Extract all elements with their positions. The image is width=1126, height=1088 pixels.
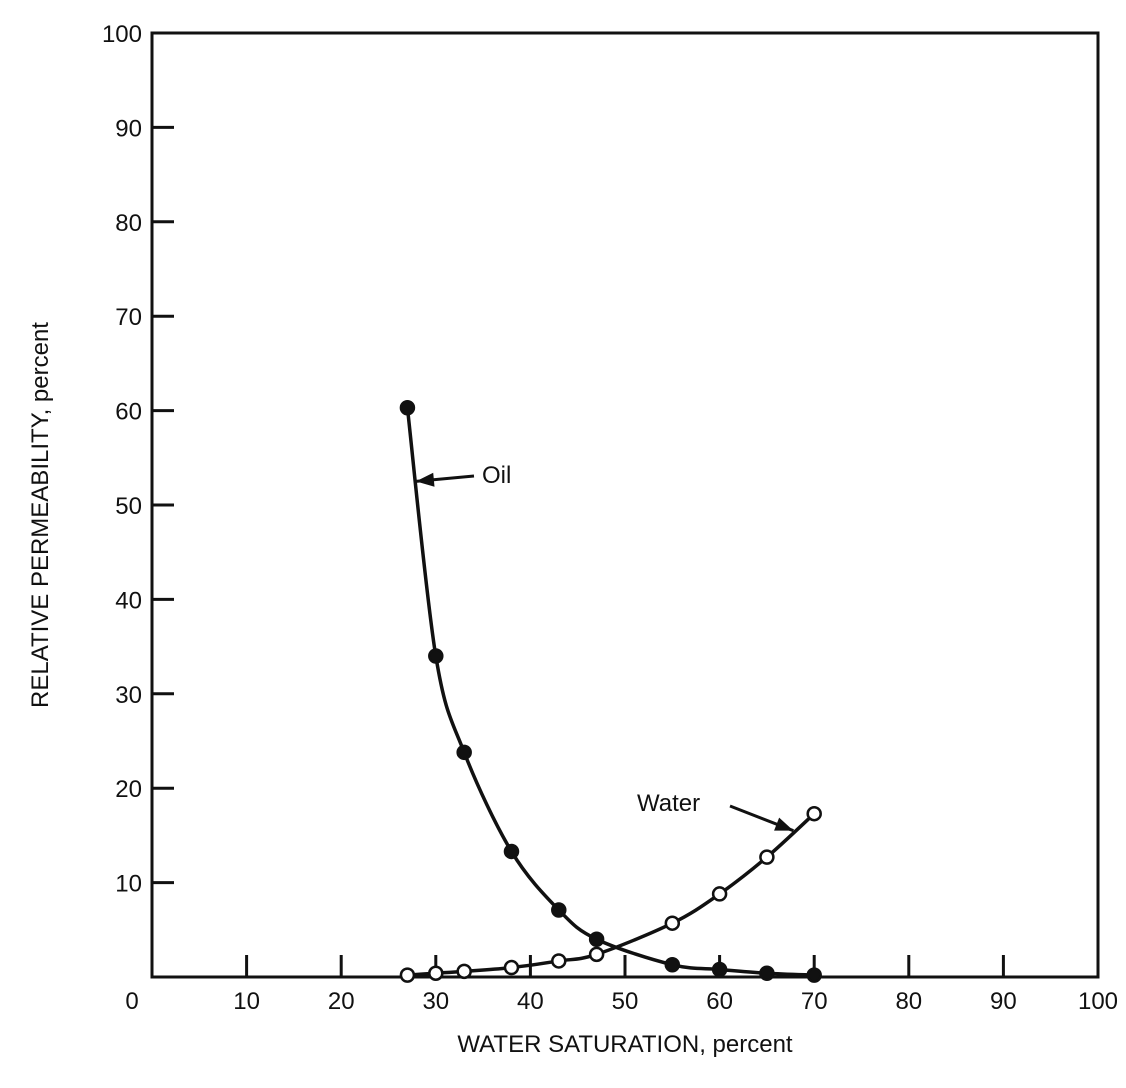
oil-point [806,967,822,983]
y-tick-label: 10 [115,871,142,898]
y-tick-label: 90 [115,115,142,142]
y-tick-label: 30 [115,682,142,709]
oil-point [399,400,416,416]
x-tick-label: 10 [233,988,260,1015]
oil-point [503,843,520,860]
plot-area [150,31,1100,979]
x-tick-label: 100 [1078,988,1118,1015]
y-axis-ticks: 10 20 30 40 50 60 70 80 90 100 [102,21,174,898]
y-tick-label: 20 [115,776,142,803]
oil-point [588,931,605,947]
oil-arrow-head [415,472,435,487]
x-tick-label: 0 [125,988,138,1015]
x-tick-label: 50 [612,988,639,1015]
series-curves [405,407,816,977]
water-arrow-head [774,817,794,831]
x-axis-ticks: 0 10 20 30 40 50 60 70 80 90 100 [125,955,1118,1015]
oil-point [759,965,775,981]
water-point [503,959,520,976]
x-tick-label: 40 [517,988,544,1015]
y-tick-label: 50 [115,493,142,520]
plot-frame [150,31,1100,979]
water-curve [407,812,816,977]
x-tick-label: 70 [801,988,828,1015]
water-point [806,805,822,822]
water-point [456,963,472,980]
y-tick-label: 100 [102,21,142,48]
y-tick-label: 70 [115,304,142,331]
x-tick-label: 80 [895,988,922,1015]
water-point [428,965,444,981]
x-axis-title: WATER SATURATION, percent [457,1031,792,1058]
x-tick-label: 20 [328,988,355,1015]
x-tick-label: 90 [990,988,1017,1015]
y-tick-label: 80 [115,210,142,237]
series-markers [399,400,822,983]
y-axis-title: RELATIVE PERMEABILITY, percent [27,322,54,708]
water-point [759,849,775,865]
water-point [711,886,728,902]
x-tick-label: 30 [422,988,449,1015]
oil-point [456,744,472,761]
x-tick-label: 60 [706,988,733,1015]
water-point [664,915,681,931]
water-point [551,953,567,969]
oil-point [711,961,728,978]
y-tick-label: 60 [115,399,142,426]
oil-curve [405,407,815,977]
water-label: Water [637,790,700,817]
water-point [588,946,605,963]
y-tick-label: 40 [115,587,142,614]
oil-point [551,902,567,918]
oil-point [428,648,444,664]
oil-label: Oil [482,462,511,489]
water-point [399,967,416,983]
oil-point [664,956,681,973]
annotations: Oil Water [415,462,794,833]
